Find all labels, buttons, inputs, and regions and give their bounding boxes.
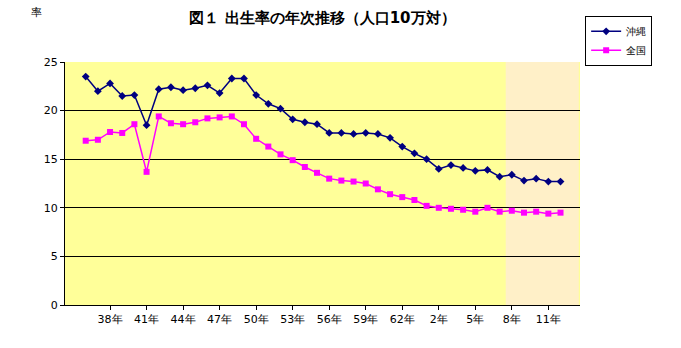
svg-text:8年: 8年 [503,313,521,326]
svg-text:41年: 41年 [134,313,159,326]
svg-text:2年: 2年 [430,313,448,326]
svg-text:率: 率 [31,6,42,19]
svg-text:50年: 50年 [244,313,269,326]
svg-text:59年: 59年 [353,313,378,326]
svg-text:44年: 44年 [171,313,196,326]
svg-text:15: 15 [44,153,58,166]
svg-text:20: 20 [44,104,58,117]
svg-text:38年: 38年 [98,313,123,326]
svg-text:10: 10 [44,202,58,215]
svg-text:図１ 出生率の年次推移（人口10万対）: 図１ 出生率の年次推移（人口10万対） [189,9,455,27]
svg-text:62年: 62年 [390,313,415,326]
svg-text:25: 25 [44,56,58,69]
svg-text:0: 0 [51,299,58,312]
svg-text:56年: 56年 [317,313,342,326]
svg-text:沖縄: 沖縄 [626,26,646,37]
svg-text:47年: 47年 [207,313,232,326]
svg-text:11年: 11年 [536,313,561,326]
svg-text:5: 5 [51,250,58,263]
svg-text:5年: 5年 [466,313,484,326]
svg-text:全国: 全国 [626,45,646,56]
svg-text:53年: 53年 [280,313,305,326]
